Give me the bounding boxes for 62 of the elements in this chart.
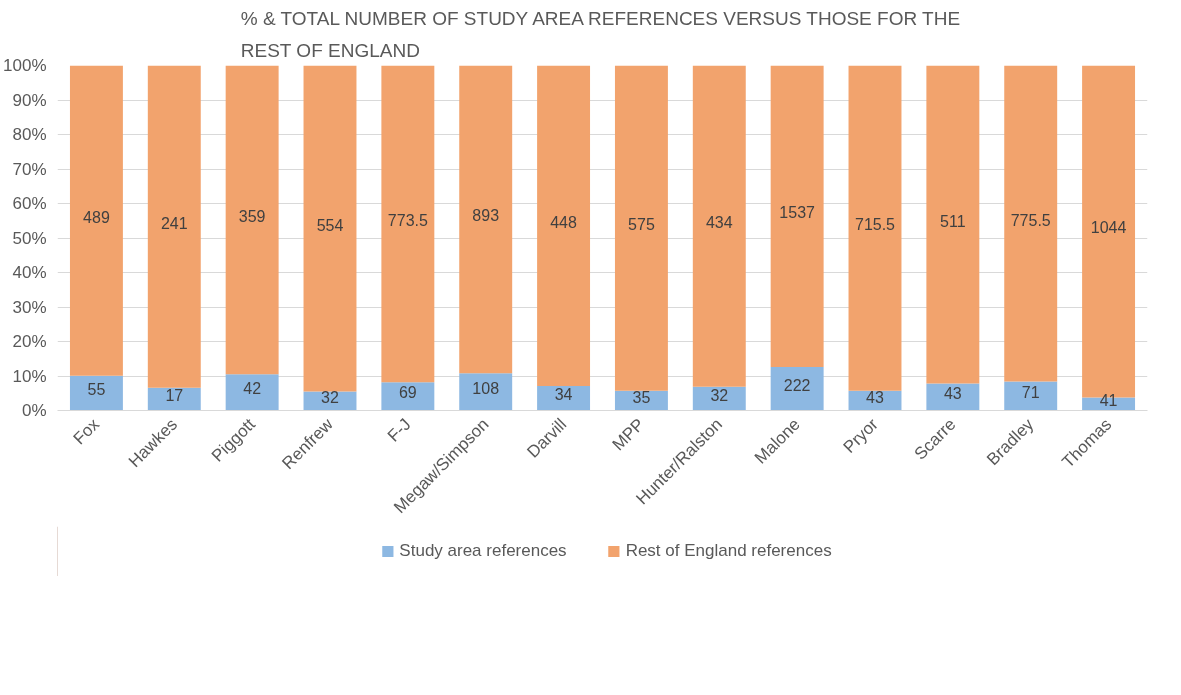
- bar: [692, 65, 746, 387]
- bar: [147, 65, 201, 388]
- annotation: 575: [628, 216, 655, 234]
- annotation: 448: [550, 213, 578, 231]
- chart-title: % & TOTAL NUMBER OF STUDY AREA REFERENCES VERSUS THOSE FOR THE REST OF ENGLAND: [240, 8, 961, 61]
- legend-label: Study area references: [399, 541, 567, 561]
- y-tick-label: 60%: [12, 194, 47, 213]
- y-tick-label: 100%: [3, 56, 47, 75]
- annotation: 773.5: [387, 211, 428, 229]
- annotation: 55: [87, 381, 106, 399]
- annotation: 108: [472, 379, 500, 397]
- bar: [147, 387, 201, 411]
- bar: [69, 375, 123, 411]
- bar: [459, 65, 513, 374]
- legend-label: Rest of England references: [625, 541, 832, 561]
- bar: [614, 65, 668, 391]
- y-tick-label: 40%: [12, 263, 47, 282]
- annotation: 43: [866, 388, 884, 406]
- annotation: 35: [632, 388, 651, 406]
- y-tick-label: 20%: [12, 332, 47, 351]
- annotation: 1537: [779, 204, 816, 222]
- bar: [69, 65, 123, 376]
- y-tick-label: 70%: [12, 159, 47, 179]
- annotation: 1044: [1090, 219, 1127, 237]
- bar: [770, 367, 824, 411]
- annotation: 42: [243, 380, 262, 398]
- annotation: 775.5: [1010, 211, 1051, 229]
- annotation: 893: [472, 207, 500, 225]
- y-tick-label: 90%: [12, 90, 47, 110]
- annotation: 489: [83, 208, 110, 226]
- annotation: 715.5: [854, 216, 896, 234]
- annotation: 41: [1099, 391, 1118, 409]
- annotation: 222: [783, 376, 811, 394]
- annotation: 32: [321, 389, 339, 407]
- annotation: 434: [705, 214, 733, 232]
- bar: [459, 373, 513, 411]
- annotation: 43: [943, 385, 962, 403]
- bar: [926, 65, 980, 384]
- annotation: 69: [398, 384, 417, 402]
- bar: [1004, 65, 1058, 382]
- annotation: 359: [238, 207, 266, 225]
- y-tick-label: 80%: [12, 125, 47, 144]
- bar: [848, 65, 902, 391]
- y-tick-label: 50%: [12, 228, 47, 248]
- bar: [225, 65, 279, 375]
- annotation: 511: [940, 212, 966, 230]
- annotation: 554: [316, 216, 344, 234]
- annotation: 32: [710, 386, 729, 404]
- annotation: 241: [160, 214, 188, 232]
- y-tick-label: 0%: [21, 401, 47, 420]
- bar: [1004, 381, 1058, 411]
- annotation: 71: [1021, 384, 1040, 402]
- annotation: 17: [165, 387, 184, 405]
- annotation: 34: [554, 386, 573, 404]
- bar: [225, 374, 279, 411]
- bar: [537, 65, 591, 387]
- y-tick-label: 30%: [12, 297, 47, 317]
- bar: [381, 65, 435, 383]
- x-tick-label: Fox: [69, 414, 104, 449]
- y-tick-label: 10%: [12, 366, 47, 386]
- bar: [303, 65, 357, 392]
- bar: [770, 65, 824, 368]
